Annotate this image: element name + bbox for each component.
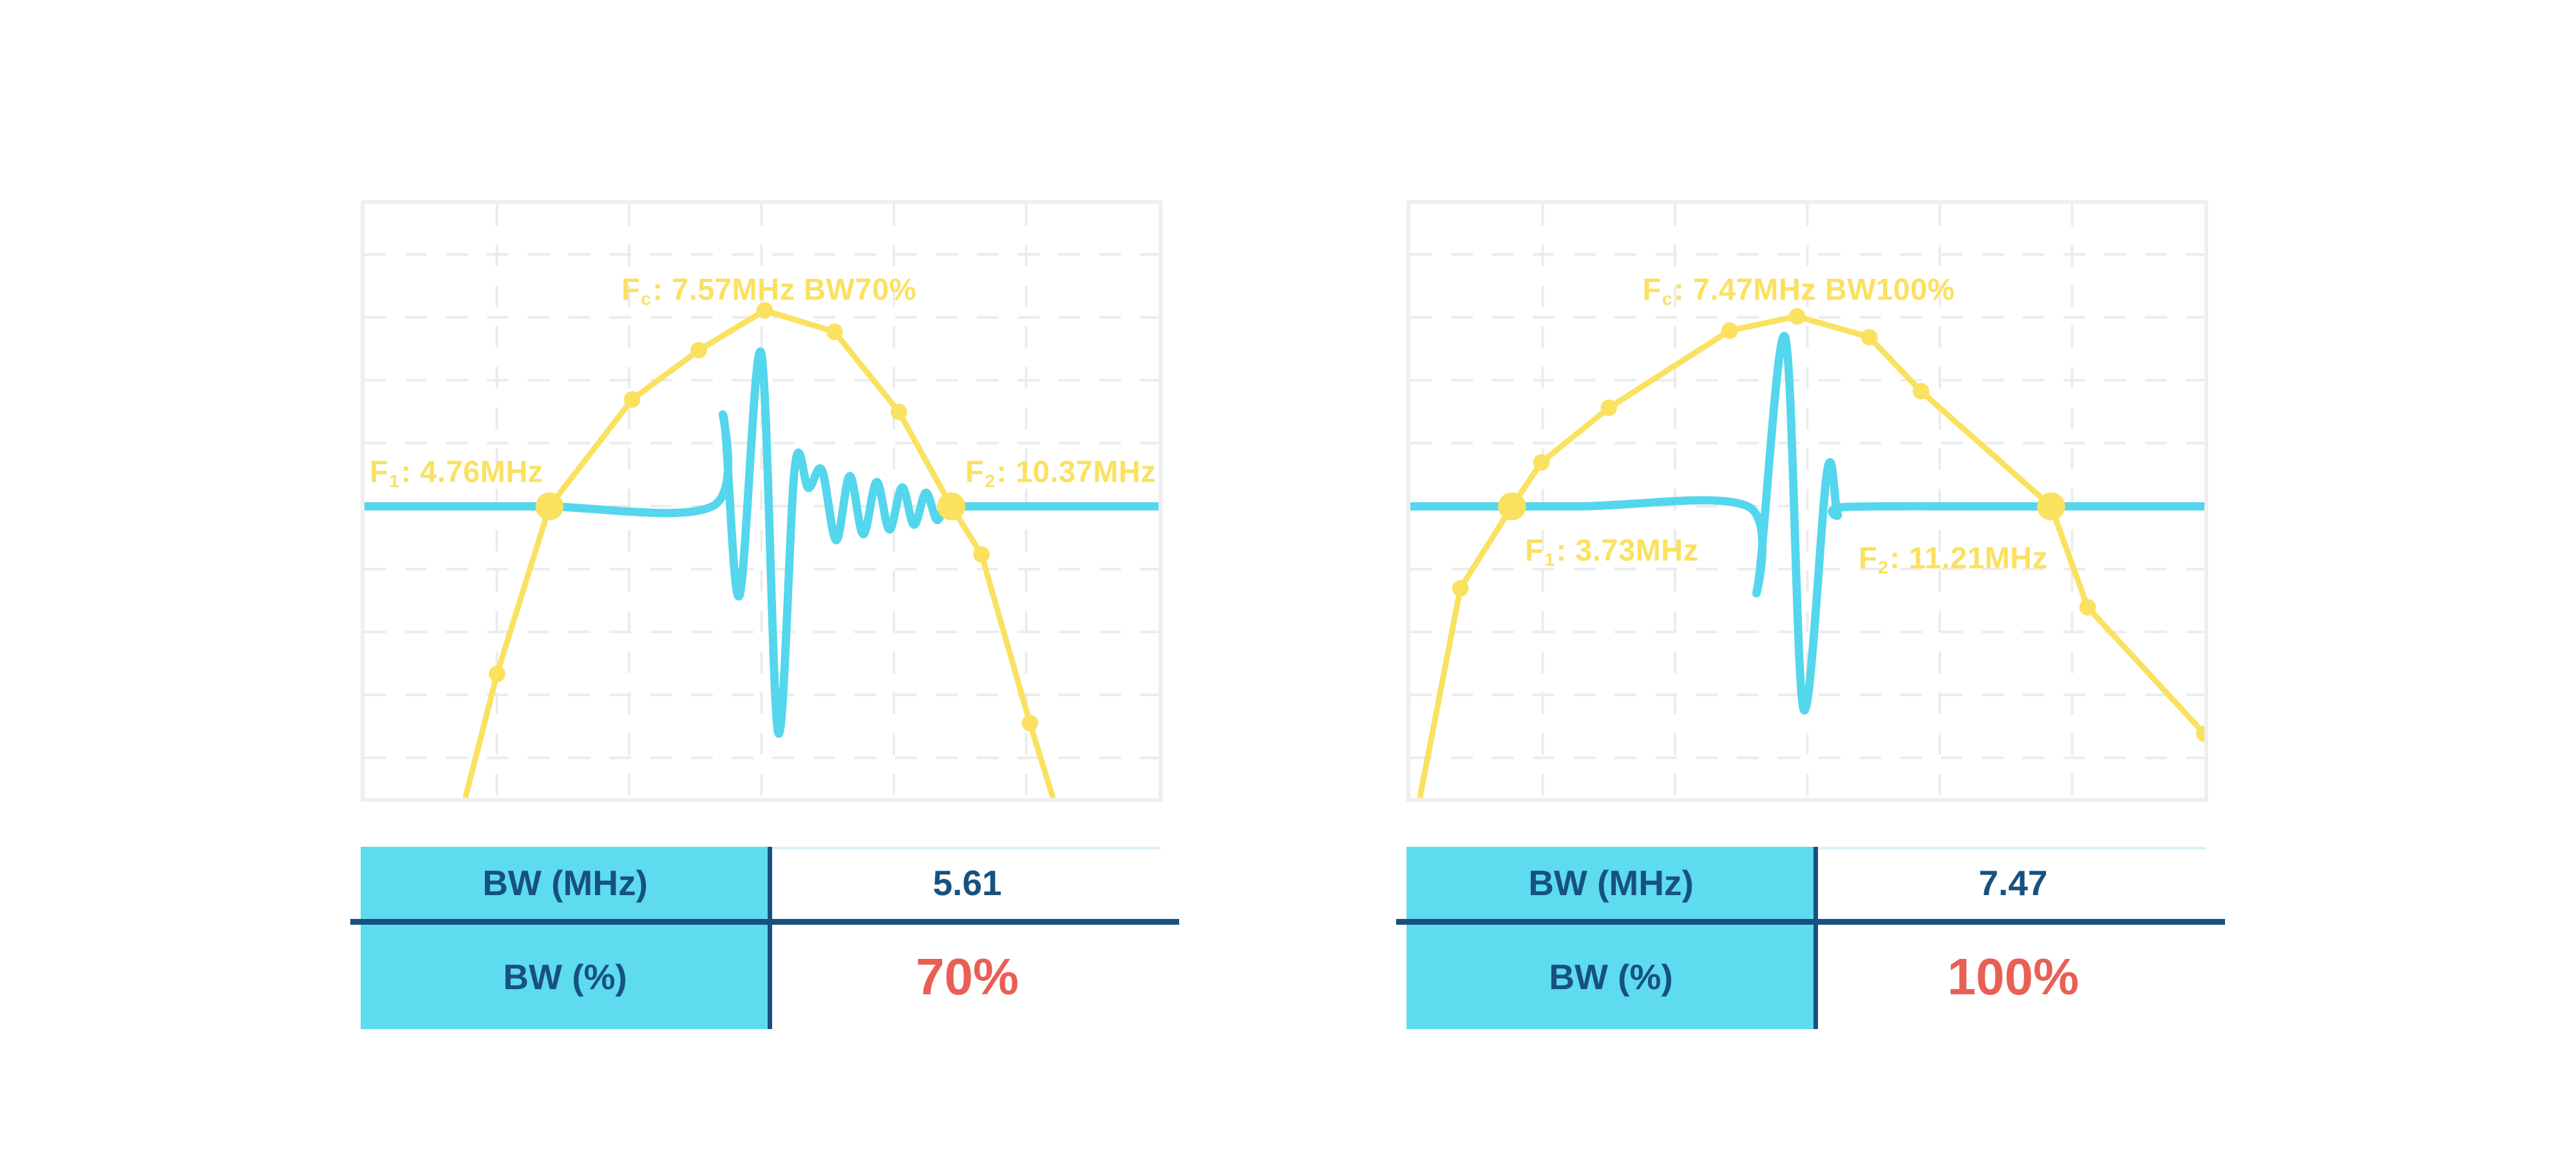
f2-subscript: 2 (1878, 556, 1889, 578)
f2-text: : 10.37MHz (996, 454, 1157, 489)
table-label-column-bg (361, 847, 770, 1029)
fc-label-left: Fc: 7.57MHz BW70% (621, 272, 916, 310)
fc-text: : 7.47MHz BW100% (1674, 272, 1955, 307)
f1-prefix: F (370, 454, 389, 489)
spectrum-plot-left: Fc: 7.57MHz BW70% F1: 4.76MHz F2: 10.37M… (361, 200, 1162, 802)
table-column-divider (768, 847, 772, 1029)
fc-prefix: F (621, 272, 641, 307)
f2-prefix: F (1859, 540, 1878, 575)
table-row-divider (350, 919, 1179, 925)
table-top-border (1815, 847, 2206, 849)
fc-text: : 7.57MHz BW70% (652, 272, 917, 307)
bw-pct-value: 100% (1947, 948, 2079, 1005)
bw-mhz-value: 5.61 (933, 863, 1002, 903)
bw-pct-value: 70% (915, 948, 1019, 1005)
f1-text: : 3.73MHz (1556, 533, 1699, 567)
f1-label-right: F1: 3.73MHz (1525, 533, 1699, 571)
table-top-border (770, 847, 1160, 849)
bw-mhz-label: BW (MHz) (1528, 863, 1694, 903)
table-row-divider (1396, 919, 2225, 925)
fc-prefix: F (1642, 272, 1662, 307)
bw-pct-label: BW (%) (1549, 957, 1673, 997)
spectrum-plot-right: Fc: 7.47MHz BW100% F1: 3.73MHz F2: 11.21… (1406, 200, 2208, 802)
fc-subscript: c (641, 288, 652, 309)
fc-subscript: c (1662, 288, 1673, 309)
f2-label-left: F2: 10.37MHz (965, 454, 1156, 492)
f1-subscript: 1 (1544, 549, 1555, 570)
bw-mhz-value: 7.47 (1978, 863, 2048, 903)
f1-text: : 4.76MHz (401, 454, 544, 489)
bw-table-right: BW (MHz) 7.47 BW (%) 100% (1396, 847, 2225, 1034)
bw-pct-label: BW (%) (503, 957, 627, 997)
f2-prefix: F (965, 454, 985, 489)
table-column-divider (1814, 847, 1818, 1029)
table-label-column-bg (1406, 847, 1815, 1029)
bw-mhz-label: BW (MHz) (482, 863, 648, 903)
f2-label-right: F2: 11.21MHz (1859, 540, 2048, 578)
f2-subscript: 2 (985, 470, 996, 491)
spectrum-chart-right (1410, 204, 2204, 798)
f1-label-left: F1: 4.76MHz (370, 454, 544, 492)
bw-table-left: BW (MHz) 5.61 BW (%) 70% (350, 847, 1179, 1034)
f2-text: : 11.21MHz (1889, 540, 2048, 575)
spectrum-chart-left (365, 204, 1159, 798)
f1-subscript: 1 (389, 470, 400, 491)
fc-label-right: Fc: 7.47MHz BW100% (1643, 272, 1955, 310)
f1-prefix: F (1525, 533, 1544, 567)
